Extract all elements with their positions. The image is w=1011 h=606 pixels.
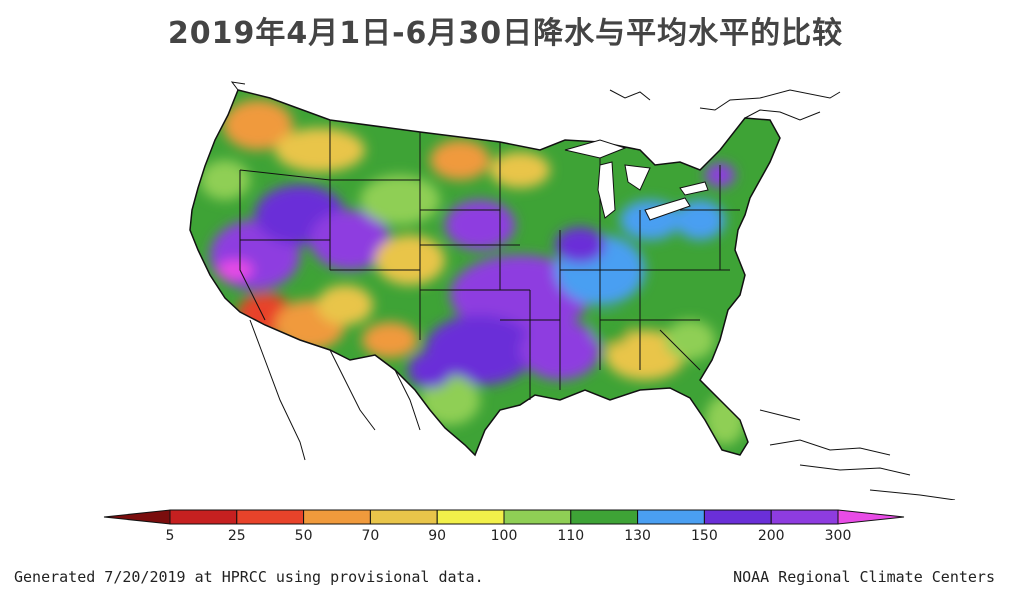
legend-swatch	[703, 509, 772, 525]
legend-swatch	[637, 509, 705, 525]
color-legend: 5 25 50 70 90 100 110 130 150 200 300	[0, 500, 1011, 560]
legend-tick-label: 70	[361, 528, 380, 544]
legend-tick-label: 5	[165, 528, 175, 544]
precipitation-map	[0, 70, 1011, 501]
legend-swatch	[169, 509, 238, 525]
legend-tick-label: 50	[294, 528, 313, 544]
legend-swatch	[436, 509, 505, 525]
legend-tick-label: 130	[624, 528, 651, 544]
legend-tick-label: 200	[757, 528, 785, 544]
legend-arrow-left	[103, 509, 171, 525]
neighbor-coastlines	[230, 81, 956, 501]
legend-tick-label: 90	[428, 528, 447, 544]
map-title: 2019年4月1日-6月30日降水与平均水平的比较	[167, 16, 844, 51]
legend-tick-label: 300	[824, 528, 852, 544]
legend-tick-label: 150	[691, 528, 718, 544]
legend-swatch	[369, 509, 438, 525]
great-lakes	[564, 139, 709, 221]
legend-color-bar	[103, 509, 905, 525]
legend-tick-label: 110	[557, 528, 585, 544]
us-border	[189, 89, 781, 457]
legend-swatch	[770, 509, 839, 525]
legend-swatch	[570, 509, 639, 525]
legend-swatch	[503, 509, 572, 525]
generated-note: Generated 7/20/2019 at HPRCC using provi…	[14, 568, 484, 586]
legend-swatch	[236, 509, 305, 525]
source-credit: NOAA Regional Climate Centers	[733, 568, 995, 586]
legend-swatch	[303, 509, 371, 525]
legend-tick-label: 100	[490, 528, 518, 544]
legend-arrow-right	[837, 509, 905, 525]
precipitation-fill	[190, 90, 780, 455]
legend-tick-label: 25	[227, 528, 246, 544]
